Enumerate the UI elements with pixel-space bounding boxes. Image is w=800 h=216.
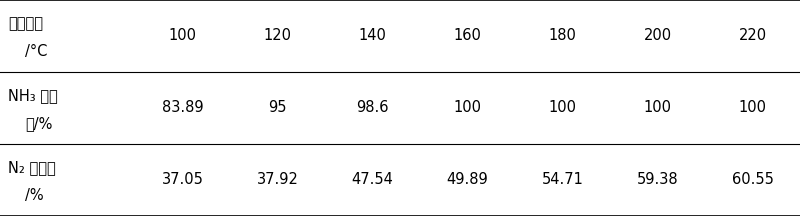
- Text: 100: 100: [738, 100, 766, 116]
- Text: 120: 120: [263, 29, 291, 43]
- Text: 98.6: 98.6: [356, 100, 389, 116]
- Text: 180: 180: [549, 29, 577, 43]
- Text: 37.92: 37.92: [257, 173, 298, 187]
- Text: 37.05: 37.05: [162, 173, 203, 187]
- Text: 100: 100: [454, 100, 482, 116]
- Text: 100: 100: [169, 29, 197, 43]
- Text: 反应温度: 反应温度: [8, 16, 43, 31]
- Text: 160: 160: [454, 29, 482, 43]
- Text: /%: /%: [25, 188, 44, 203]
- Text: N₂ 选择率: N₂ 选择率: [8, 160, 56, 175]
- Text: 140: 140: [358, 29, 386, 43]
- Text: /°C: /°C: [25, 44, 47, 59]
- Text: 率/%: 率/%: [25, 116, 52, 131]
- Text: 49.89: 49.89: [446, 173, 488, 187]
- Text: 54.71: 54.71: [542, 173, 583, 187]
- Text: 95: 95: [268, 100, 286, 116]
- Text: 47.54: 47.54: [351, 173, 394, 187]
- Text: NH₃ 转化: NH₃ 转化: [8, 88, 58, 103]
- Text: 200: 200: [643, 29, 671, 43]
- Text: 83.89: 83.89: [162, 100, 203, 116]
- Text: 220: 220: [738, 29, 766, 43]
- Text: 60.55: 60.55: [731, 173, 774, 187]
- Text: 59.38: 59.38: [637, 173, 678, 187]
- Text: 100: 100: [643, 100, 671, 116]
- Text: 100: 100: [549, 100, 577, 116]
